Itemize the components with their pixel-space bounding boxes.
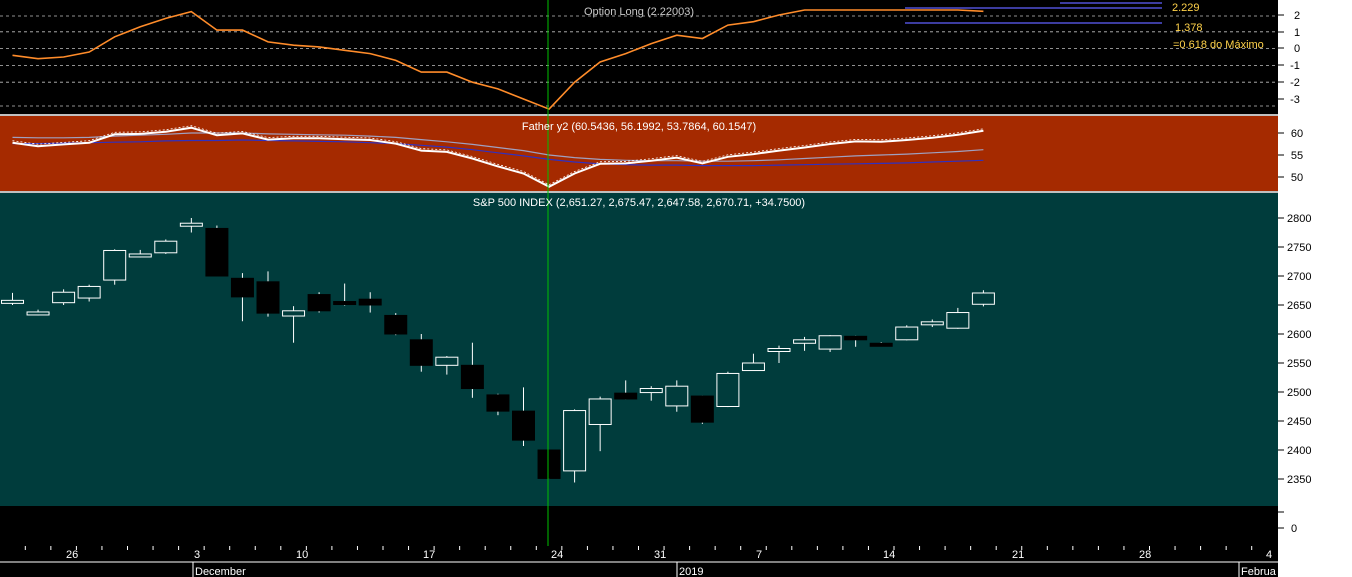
candle-body <box>77 285 101 299</box>
price-panel-title: S&P 500 INDEX (2,651.27, 2,675.47, 2,647… <box>473 197 805 209</box>
candle-body <box>154 240 178 254</box>
candle-body <box>741 362 765 372</box>
day-label: 3 <box>194 549 200 561</box>
candle-body <box>588 398 612 425</box>
day-label: 24 <box>551 549 563 561</box>
month-label: December <box>195 566 246 577</box>
candle-body <box>767 348 791 352</box>
option-tick-label: 1 <box>1294 27 1300 39</box>
day-label: 28 <box>1139 549 1151 561</box>
candle-body <box>639 388 663 394</box>
candle-body <box>179 222 203 227</box>
father-tick-label: 50 <box>1291 172 1303 184</box>
day-label: 26 <box>66 549 78 561</box>
father-value-axis: 60 55 50 <box>1278 128 1303 184</box>
day-label: 7 <box>756 549 762 561</box>
day-label: 17 <box>423 549 435 561</box>
option-tick-label: -3 <box>1290 94 1300 106</box>
candle-body <box>614 392 638 400</box>
price-tick-label: 2750 <box>1287 242 1311 254</box>
father-panel-bg <box>0 116 1278 191</box>
day-label: 14 <box>883 549 895 561</box>
day-label: 4 <box>1266 549 1272 561</box>
price-tick-label: 2550 <box>1287 358 1311 370</box>
time-axis: 26 3 10 17 24 31 7 14 21 28 4 December 2… <box>0 546 1278 577</box>
candle-body <box>460 364 484 390</box>
option-line <box>12 9 984 111</box>
candle-body <box>563 410 587 472</box>
day-label: 31 <box>654 549 666 561</box>
candle-body <box>128 253 152 258</box>
candle-body <box>946 312 970 329</box>
day-label: 10 <box>296 549 308 561</box>
candle-body <box>103 249 127 281</box>
price-tick-label: 2600 <box>1287 329 1311 341</box>
price-tick-label: 2400 <box>1287 445 1311 457</box>
candle-body <box>52 291 76 304</box>
option-tick-label: 2 <box>1294 10 1300 22</box>
price-tick-label: 2700 <box>1287 271 1311 283</box>
level-label-fib: =0.618 do Máximo <box>1173 39 1264 51</box>
candle-body <box>793 339 817 344</box>
candle-body <box>307 294 331 312</box>
father-panel-title: Father y2 (60.5436, 56.1992, 53.7864, 60… <box>522 121 756 133</box>
month-label: Februa <box>1241 566 1277 577</box>
candle-body <box>256 281 280 314</box>
option-value-axis: 2 1 0 -1 -2 -3 <box>1278 10 1300 106</box>
father-line-main <box>12 126 984 188</box>
candle-body <box>409 339 433 366</box>
father-line-envelope <box>12 125 984 186</box>
volume-value-axis: 0 <box>1278 511 1297 535</box>
candle-body <box>282 310 306 317</box>
candle-body <box>971 292 995 305</box>
candle-body <box>818 335 842 350</box>
candle-body <box>1 299 24 304</box>
candle-body <box>512 410 535 441</box>
volume-panel-bg <box>0 506 1278 546</box>
candle-body <box>205 227 229 277</box>
candle-body <box>716 372 740 408</box>
price-value-axis: 2800 2750 2700 2650 2600 2550 2500 2450 … <box>1278 213 1311 486</box>
candle-body <box>690 395 714 423</box>
day-label: 21 <box>1012 549 1024 561</box>
option-panel-title: Option Long (2.22003) <box>584 6 694 18</box>
father-tick-label: 55 <box>1291 150 1303 162</box>
option-panel-bg <box>0 0 1278 114</box>
month-label: 2019 <box>679 566 703 577</box>
candle-body <box>920 321 944 326</box>
candle-body <box>537 449 561 479</box>
candle-body <box>844 335 868 341</box>
price-tick-label: 2500 <box>1287 387 1311 399</box>
option-tick-label: -2 <box>1290 77 1300 89</box>
candle-body <box>384 314 408 335</box>
level-label-mid: 1.378 <box>1175 22 1203 34</box>
candle-body <box>895 326 919 341</box>
candle-body <box>869 342 893 347</box>
value-axis-bg <box>1278 0 1330 546</box>
father-tick-label: 60 <box>1291 128 1303 140</box>
level-label-high: 2.229 <box>1172 2 1200 14</box>
price-panel-bg <box>0 193 1278 506</box>
father-line-ma1 <box>12 132 984 162</box>
price-tick-label: 2800 <box>1287 213 1311 225</box>
candle-body <box>26 311 50 316</box>
candle-body <box>435 356 459 366</box>
candle-body <box>333 301 357 306</box>
price-tick-label: 2350 <box>1287 474 1311 486</box>
candle-body <box>358 298 382 306</box>
candle-body <box>665 385 689 407</box>
price-tick-label: 2650 <box>1287 300 1311 312</box>
option-tick-label: 0 <box>1294 43 1300 55</box>
father-line-ma2 <box>12 139 984 167</box>
candle-body <box>230 277 254 298</box>
candle-body <box>486 394 510 412</box>
option-tick-label: -1 <box>1290 60 1300 72</box>
price-tick-label: 2450 <box>1287 416 1311 428</box>
volume-tick-label: 0 <box>1291 523 1297 535</box>
